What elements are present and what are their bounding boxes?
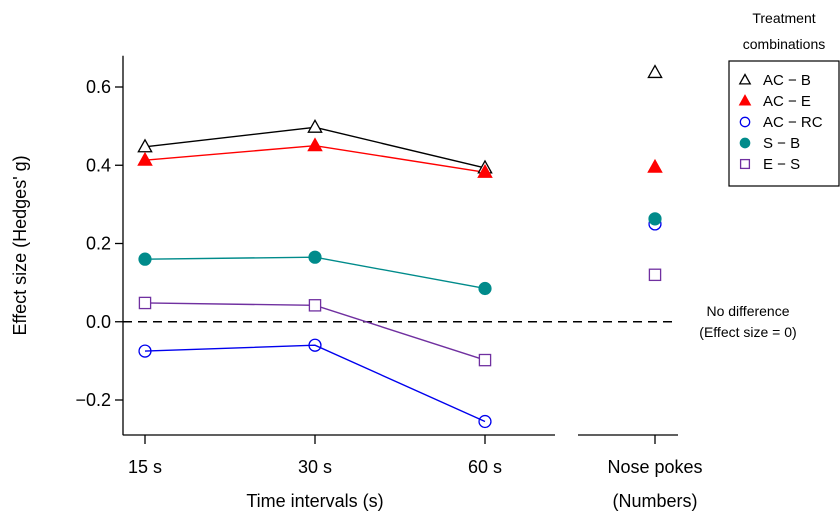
data-point [137,151,153,166]
data-point [478,281,492,296]
data-point [138,344,152,358]
data-point [307,118,323,133]
legend: Treatment combinations AC − B AC − E AC − RC… [728,10,840,187]
reference-line-sublabel: (Effect size = 0) [699,324,796,340]
legend-entry: AC − B [763,72,811,89]
nose-pokes-point [647,158,663,173]
plot-area: No difference (Effect size = 0) [123,64,797,429]
data-point [478,414,492,429]
legend-entry: AC − RC [763,114,823,131]
nose-pokes-point [647,64,663,79]
x-tick-label: 15 s [128,457,162,477]
x-axis-label: Time intervals (s) [246,491,383,511]
y-axis-label: Effect size (Hedges' g) [10,155,30,335]
nose-pokes-label: Nose pokes [607,457,702,477]
legend-marker [739,137,751,149]
x-tick-label: 60 s [468,457,502,477]
y-tick-label: 0.4 [86,155,111,175]
legend-subtitle: combinations [743,36,826,52]
data-point [138,252,152,266]
data-point [138,296,152,310]
x-tick-label: 30 s [298,457,332,477]
data-point [308,338,322,352]
nose-pokes-point [648,212,662,226]
y-tick-label: 0.6 [86,77,111,97]
legend-entry: S − B [763,135,800,152]
reference-line-label: No difference [706,303,789,319]
y-tick-label: 0.0 [86,312,111,332]
legend-marker [739,158,751,170]
legend-marker [738,73,752,85]
legend-marker [739,116,751,128]
legend-marker [738,94,752,106]
nose-pokes-sublabel: (Numbers) [612,491,697,511]
nose-pokes-point [648,268,662,282]
data-point [137,138,153,153]
y-tick-label: 0.2 [86,234,111,254]
data-point [308,250,322,264]
axes: −0.2 0.0 0.2 0.4 0.6 Effect size (Hedges' g) 1… [10,55,703,511]
legend-box [728,60,840,187]
legend-entry: AC − E [763,93,811,110]
series-line [144,344,486,423]
data-point [478,353,492,367]
data-point [477,163,493,178]
data-point [308,299,322,312]
data-point [307,137,323,152]
y-tick-label: −0.2 [75,390,111,410]
legend-title: Treatment [752,10,815,26]
legend-entry: E − S [763,156,800,173]
